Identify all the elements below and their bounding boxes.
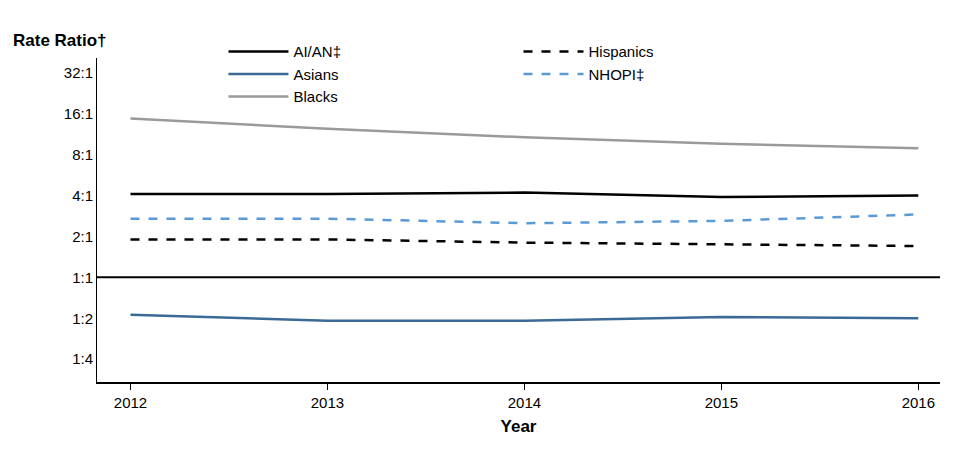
svg-text:8:1: 8:1 — [72, 146, 93, 163]
svg-text:1:2: 1:2 — [72, 310, 93, 327]
svg-text:AI/AN‡: AI/AN‡ — [293, 43, 341, 60]
svg-text:1:4: 1:4 — [72, 350, 93, 367]
svg-text:4:1: 4:1 — [72, 187, 93, 204]
svg-text:Blacks: Blacks — [293, 88, 337, 105]
svg-text:32:1: 32:1 — [64, 64, 93, 81]
svg-text:Rate Ratio†: Rate Ratio† — [13, 31, 107, 50]
svg-text:2016: 2016 — [902, 394, 935, 411]
svg-text:Year: Year — [501, 417, 537, 436]
svg-text:2015: 2015 — [705, 394, 738, 411]
svg-text:NHOPI‡: NHOPI‡ — [589, 66, 645, 83]
svg-text:2:1: 2:1 — [72, 228, 93, 245]
svg-text:2013: 2013 — [311, 394, 344, 411]
svg-text:Asians: Asians — [293, 66, 338, 83]
svg-text:1:1: 1:1 — [72, 269, 93, 286]
svg-text:2014: 2014 — [508, 394, 541, 411]
svg-text:2012: 2012 — [114, 394, 147, 411]
svg-text:16:1: 16:1 — [64, 105, 93, 122]
svg-text:Hispanics: Hispanics — [589, 43, 654, 60]
